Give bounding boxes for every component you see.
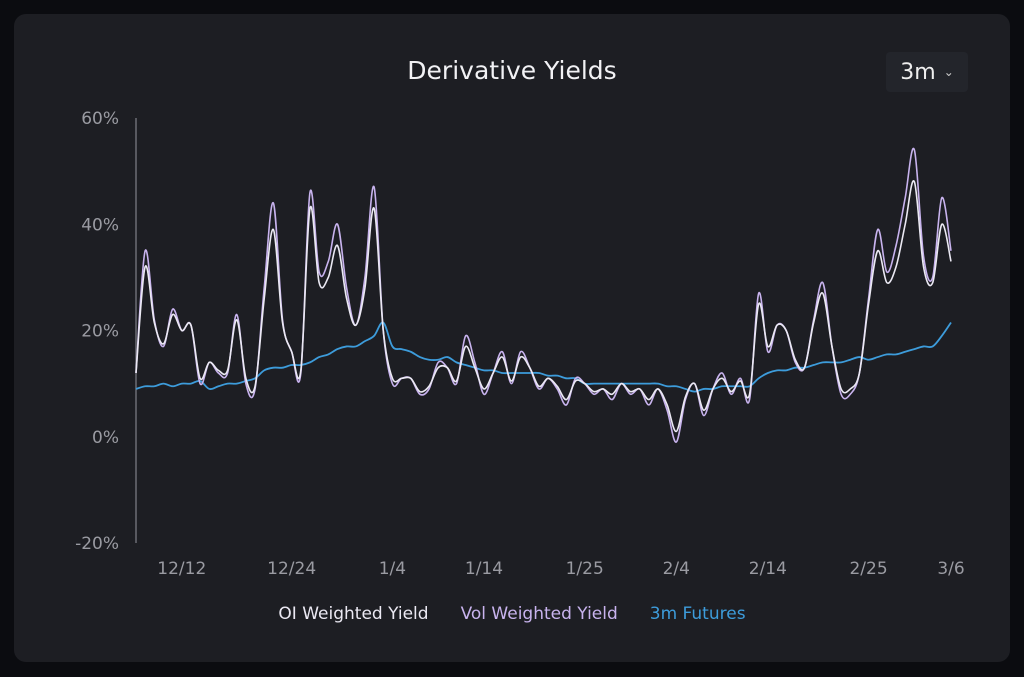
chart-card xyxy=(14,14,1010,662)
legend-3m-futures[interactable]: 3m Futures xyxy=(649,604,746,624)
x-tick-label: 2/4 xyxy=(663,559,690,579)
x-tick-label: 1/14 xyxy=(465,559,503,579)
chevron-down-icon: ⌄ xyxy=(943,65,954,79)
x-tick-label: 1/4 xyxy=(379,559,406,579)
legend-vol-weighted-yield[interactable]: Vol Weighted Yield xyxy=(460,604,618,624)
y-tick-label: 20% xyxy=(81,322,119,342)
range-selector-value: 3m xyxy=(900,59,936,85)
series-line-fut xyxy=(135,321,952,393)
y-tick-label: 60% xyxy=(81,109,119,129)
series-line-oi xyxy=(135,180,952,433)
series-line-vol xyxy=(135,147,952,443)
x-tick-label: 2/25 xyxy=(849,559,887,579)
y-tick-label: 0% xyxy=(92,428,119,448)
y-tick-label: -20% xyxy=(75,534,119,554)
x-tick-label: 2/14 xyxy=(749,559,787,579)
x-tick-label: 12/24 xyxy=(267,559,316,579)
x-tick-label: 3/6 xyxy=(937,559,964,579)
x-tick-label: 1/25 xyxy=(566,559,604,579)
legend: OI Weighted Yield Vol Weighted Yield 3m … xyxy=(0,604,1024,624)
chart-title: Derivative Yields xyxy=(407,56,617,85)
range-selector-dropdown[interactable]: 3m ⌄ xyxy=(886,52,968,92)
y-tick-label: 40% xyxy=(81,215,119,235)
x-tick-label: 12/12 xyxy=(157,559,206,579)
legend-oi-weighted-yield[interactable]: OI Weighted Yield xyxy=(278,604,429,624)
